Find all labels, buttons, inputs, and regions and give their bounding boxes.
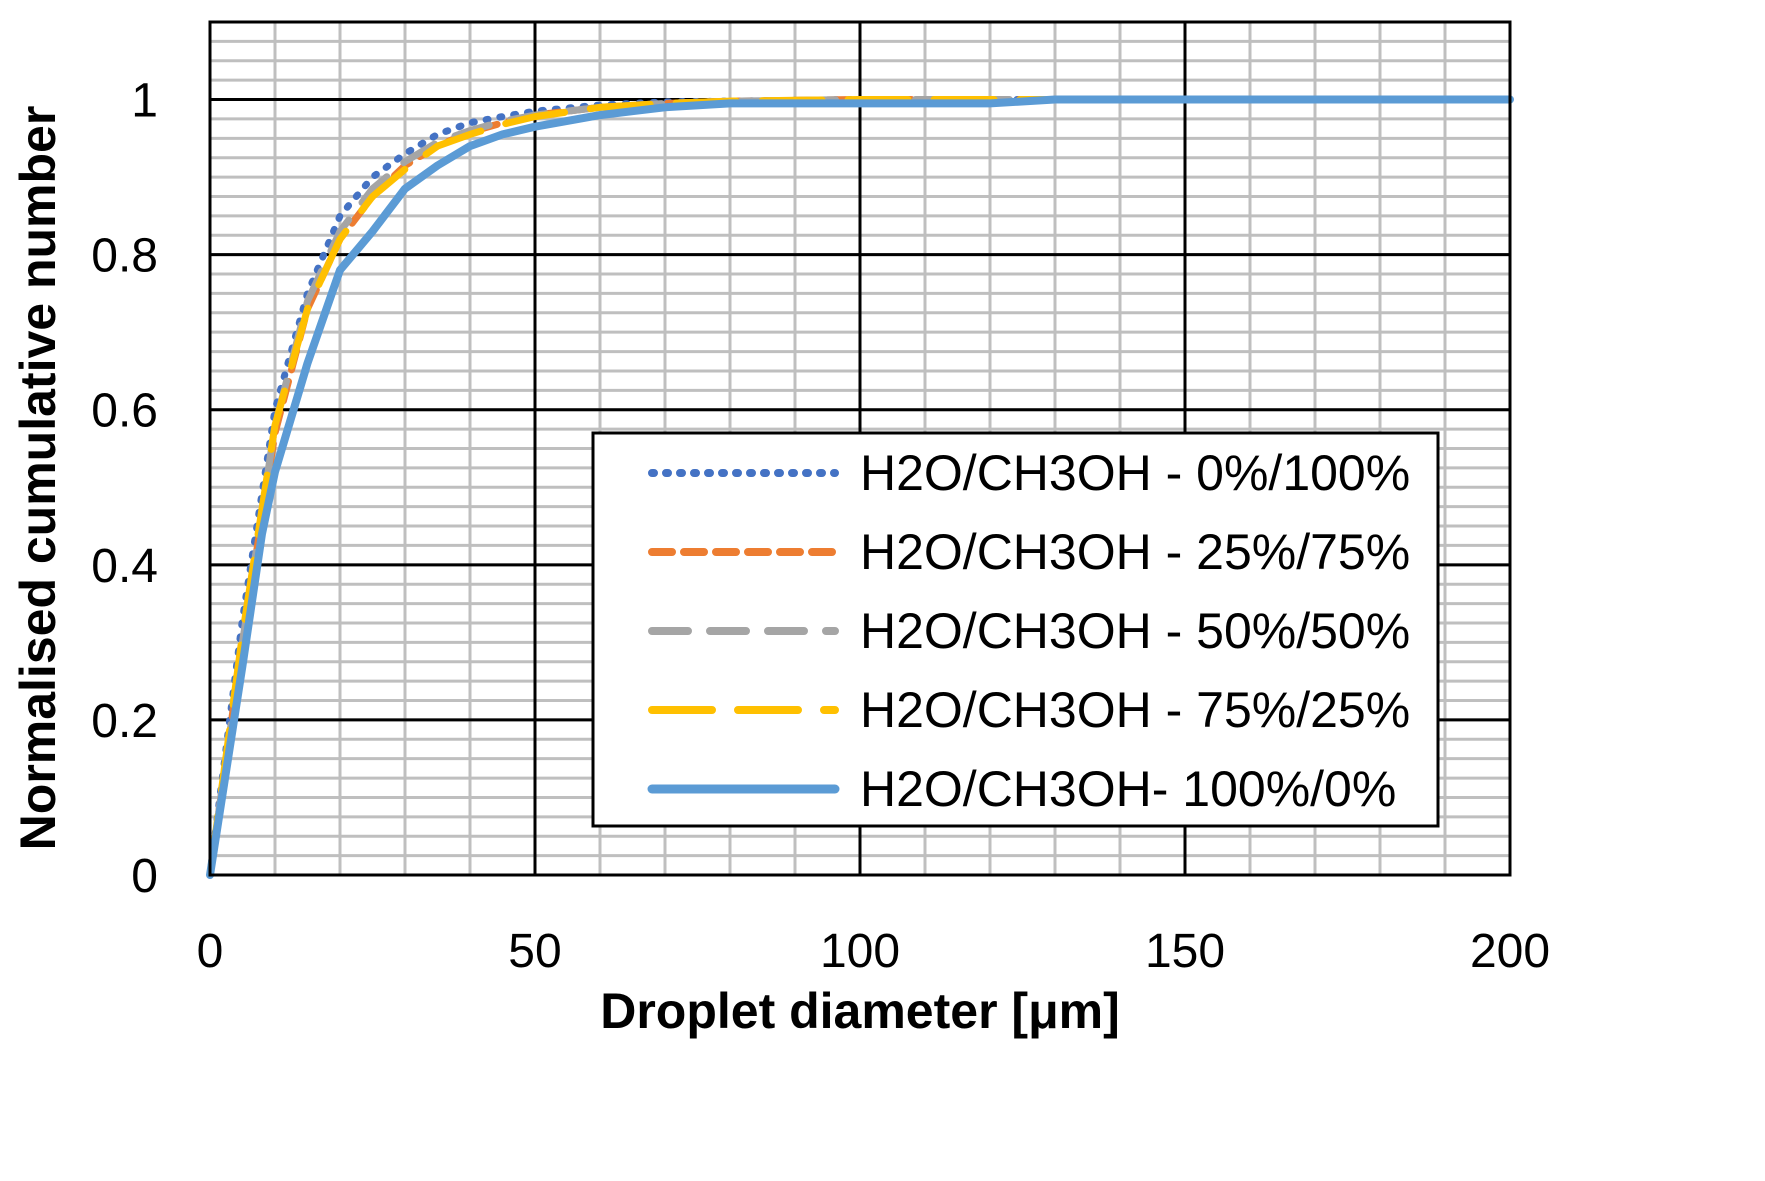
y-tick-label: 1 xyxy=(131,75,158,128)
series-line-1 xyxy=(206,96,1514,879)
y-tick-label: 0.2 xyxy=(91,695,158,748)
x-tick-label: 0 xyxy=(197,925,224,978)
y-tick-labels: 0 0.2 0.4 0.6 0.8 1 xyxy=(91,75,158,903)
series-line-5 xyxy=(206,95,1514,879)
x-tick-label: 200 xyxy=(1470,925,1550,978)
legend-label-4: H2O/CH3OH - 75%/25% xyxy=(860,682,1410,738)
legend-label-2: H2O/CH3OH - 25%/75% xyxy=(860,524,1410,580)
legend-label-5: H2O/CH3OH- 100%/0% xyxy=(860,761,1396,817)
y-tick-label: 0.8 xyxy=(91,230,158,283)
y-tick-label: 0 xyxy=(131,850,158,903)
plot-frame xyxy=(208,20,1512,877)
x-axis-title: Droplet diameter [μm] xyxy=(600,983,1120,1039)
y-tick-label: 0.4 xyxy=(91,540,158,593)
y-tick-label: 0.6 xyxy=(91,385,158,438)
series-lines xyxy=(206,95,1514,879)
x-tick-label: 50 xyxy=(508,925,561,978)
x-tick-labels: 0 50 100 150 200 xyxy=(197,925,1550,978)
legend-label-1: H2O/CH3OH - 0%/100% xyxy=(860,445,1410,501)
legend: H2O/CH3OH - 0%/100% H2O/CH3OH - 25%/75% H2… xyxy=(591,431,1440,828)
x-tick-label: 100 xyxy=(820,925,900,978)
y-axis-title: Normalised cumulative number xyxy=(10,106,66,851)
x-tick-label: 150 xyxy=(1145,925,1225,978)
legend-items: H2O/CH3OH - 0%/100% H2O/CH3OH - 25%/75% H2… xyxy=(647,445,1410,817)
legend-label-3: H2O/CH3OH - 50%/50% xyxy=(860,603,1410,659)
